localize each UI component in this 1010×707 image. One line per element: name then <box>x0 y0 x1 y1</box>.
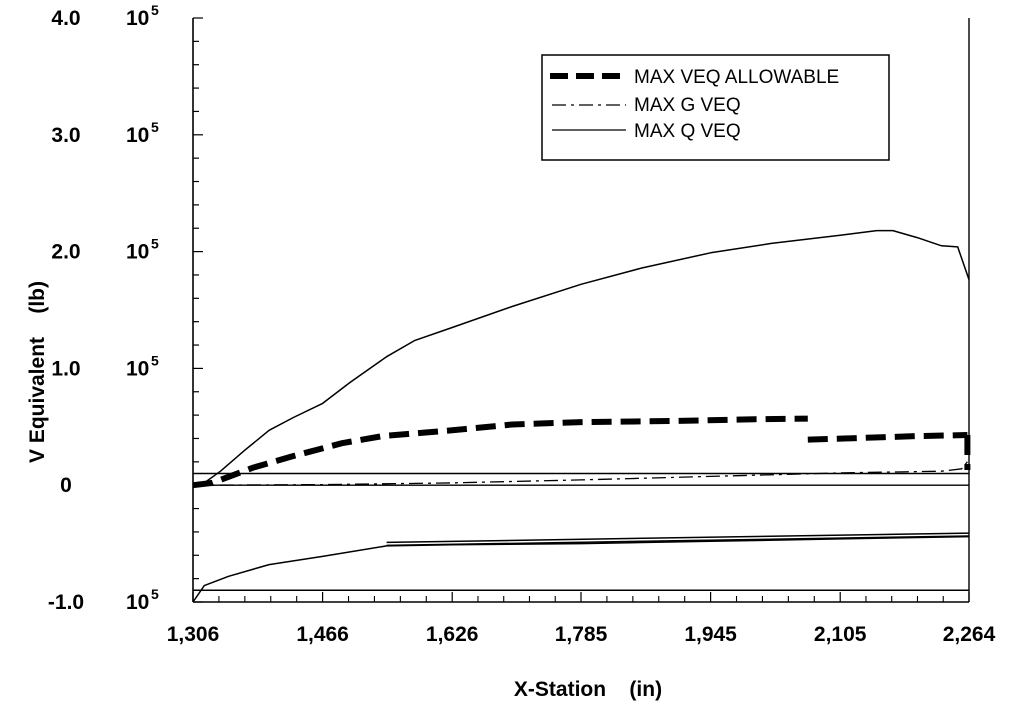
series-line <box>386 532 970 544</box>
legend: MAX VEQ ALLOWABLE MAX G VEQ MAX Q VEQ <box>541 54 890 161</box>
series-line <box>192 461 968 486</box>
x-tick-label: 1,785 <box>555 623 608 646</box>
x-tick-label: 2,264 <box>943 623 996 646</box>
series-line <box>807 432 968 443</box>
y-tick-mantissa: 1.0 <box>51 357 80 380</box>
y-tick-base: 10 <box>126 7 149 30</box>
y-tick-base: 10 <box>126 241 149 264</box>
x-axis-title: X-Station (in) <box>514 678 662 701</box>
y-tick-mantissa: 3.0 <box>51 124 80 147</box>
x-tick-label: 1,466 <box>296 623 349 646</box>
series-max-veq-allowable <box>192 415 971 489</box>
series-line <box>386 535 970 547</box>
y-tick-exponent: 5 <box>151 236 159 252</box>
x-tick-label: 1,306 <box>167 623 220 646</box>
series-layer <box>192 229 971 603</box>
x-tick-labels: 1,306 1,466 1,626 1,785 1,945 2,105 2,264 <box>167 623 996 646</box>
y-tick-exponent: 5 <box>151 352 159 368</box>
series-line <box>192 535 970 603</box>
series-max-q-veq <box>192 229 970 603</box>
y-tick-mantissa: 0 <box>60 474 72 497</box>
x-tick-label: 1,626 <box>426 623 479 646</box>
y-tick-exponent: 5 <box>151 119 159 135</box>
legend-label-g-veq: MAX G VEQ <box>634 95 741 116</box>
y-tick-mantissa: 4.0 <box>51 7 80 30</box>
y-tick-exponent: 5 <box>151 2 159 18</box>
series-line <box>192 229 970 486</box>
y-axis-title: V Equivalent (lb) <box>26 281 49 463</box>
y-tick-mantissa: -1.0 <box>48 591 84 614</box>
legend-label-q-veq: MAX Q VEQ <box>634 121 741 142</box>
x-tick-label: 1,945 <box>684 623 737 646</box>
y-tick-base: 10 <box>126 357 149 380</box>
y-tick-labels: 4.0 10 53.0 10 52.0 10 51.0 10 50-1.0 10 5 <box>48 2 159 614</box>
y-tick-base: 10 <box>126 124 149 147</box>
x-tick-label: 2,105 <box>814 623 867 646</box>
y-tick-mantissa: 2.0 <box>51 241 80 264</box>
legend-box <box>541 54 890 161</box>
series-line <box>192 415 808 489</box>
y-tick-exponent: 5 <box>151 586 159 602</box>
y-tick-base: 10 <box>126 591 149 614</box>
legend-label-allowable: MAX VEQ ALLOWABLE <box>634 67 839 88</box>
axis-ticks <box>192 17 970 603</box>
series-max-g-veq <box>192 461 968 486</box>
